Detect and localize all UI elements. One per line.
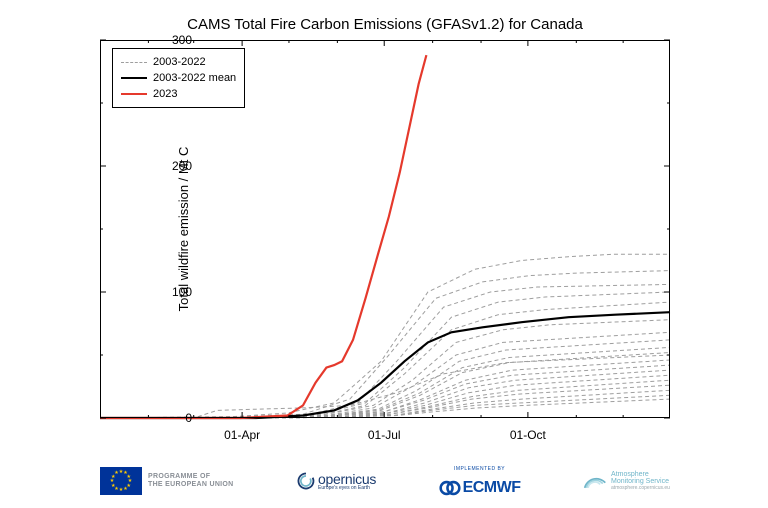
legend-swatch-mean xyxy=(121,77,147,79)
series-historical-line xyxy=(100,254,670,418)
eu-line1: PROGRAMME OF xyxy=(148,473,234,481)
xtick-label: 01-Oct xyxy=(510,428,546,442)
ams-arc-icon xyxy=(583,472,607,490)
eu-line2: THE EUROPEAN UNION xyxy=(148,481,234,489)
footer-logos: ★★★★★★★★★★★★ PROGRAMME OF THE EUROPEAN U… xyxy=(100,464,670,498)
copernicus-sub: Europe's eyes on Earth xyxy=(318,485,376,491)
series-historical-line xyxy=(100,353,670,419)
ams-block: Atmosphere Monitoring Service atmosphere… xyxy=(583,471,670,492)
eu-flag-icon: ★★★★★★★★★★★★ xyxy=(100,467,142,495)
copernicus-logo: opernicus Europe's eyes on Earth xyxy=(296,471,376,491)
eu-programme-text: PROGRAMME OF THE EUROPEAN UNION xyxy=(148,473,234,488)
legend-label: 2003-2022 mean xyxy=(153,72,236,84)
series-current-line xyxy=(100,55,426,418)
legend-label: 2003-2022 xyxy=(153,56,206,68)
series-historical-line xyxy=(100,347,670,418)
chart-title: CAMS Total Fire Carbon Emissions (GFASv1… xyxy=(100,16,670,33)
legend-item-historical: 2003-2022 xyxy=(121,54,236,70)
ytick-label: 200 xyxy=(172,159,192,173)
ams-line1: Atmosphere xyxy=(611,471,670,478)
ams-logo: Atmosphere Monitoring Service atmosphere… xyxy=(583,471,670,492)
ecmwf-rings-icon xyxy=(439,480,461,496)
legend: 2003-2022 2003-2022 mean 2023 xyxy=(112,48,245,108)
ecmwf-logo: ECMWF xyxy=(439,479,521,497)
series-historical-line xyxy=(100,355,670,418)
legend-item-current: 2023 xyxy=(121,86,236,102)
chart-container: CAMS Total Fire Carbon Emissions (GFASv1… xyxy=(100,16,670,442)
ams-url: atmosphere.copernicus.eu xyxy=(611,485,670,491)
eu-block: ★★★★★★★★★★★★ PROGRAMME OF THE EUROPEAN U… xyxy=(100,467,234,495)
copernicus-block: opernicus Europe's eyes on Earth xyxy=(296,471,376,491)
ytick-label: 0 xyxy=(185,411,192,425)
legend-label: 2023 xyxy=(153,88,177,100)
legend-swatch-historical xyxy=(121,62,147,63)
legend-swatch-current xyxy=(121,93,147,95)
ecmwf-word: ECMWF xyxy=(463,479,521,497)
ytick-label: 300 xyxy=(172,33,192,47)
ytick-label: 100 xyxy=(172,285,192,299)
copernicus-swirl-icon xyxy=(296,471,316,491)
ams-line2: Monitoring Service xyxy=(611,478,670,485)
xtick-label: 01-Jul xyxy=(368,428,401,442)
ecmwf-block: IMPLEMENTED BY ECMWF xyxy=(439,466,521,497)
xtick-label: 01-Apr xyxy=(224,428,260,442)
series-historical-line xyxy=(100,360,670,418)
series-historical-line xyxy=(100,292,670,418)
legend-item-mean: 2003-2022 mean xyxy=(121,70,236,86)
implemented-by-label: IMPLEMENTED BY xyxy=(454,466,505,472)
